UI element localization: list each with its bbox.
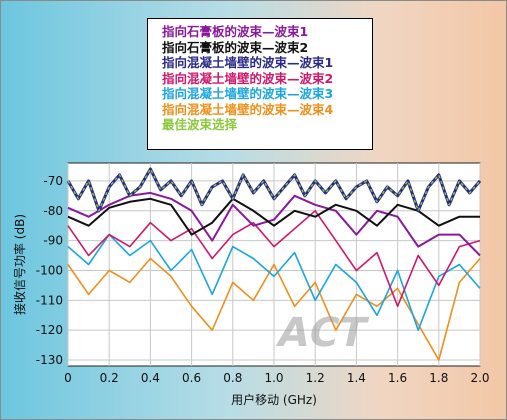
series-line-4	[67, 210, 481, 308]
x-tick-label: 1.0	[264, 371, 283, 385]
x-tick-label: 1.6	[388, 371, 407, 385]
legend-entry: 指向混凝土墙壁的波束—波束4	[162, 101, 334, 117]
x-tick-label: 1.4	[347, 371, 366, 385]
legend-entry: 指向混凝土墙壁的波束—波束1	[162, 55, 334, 70]
legend-entry: 最佳波束选择	[162, 117, 238, 132]
y-tick-label: -70	[43, 174, 63, 188]
y-tick-label: -90	[43, 234, 63, 248]
x-tick-label: 0.6	[182, 371, 201, 385]
legend-entry: 指向混凝土墙壁的波束—波束2	[162, 70, 334, 86]
series-line-2	[67, 197, 480, 236]
legend-entry: 指向石膏板的波束—波束2	[162, 39, 309, 55]
y-tick-label: -120	[36, 323, 63, 337]
series-line-7	[67, 168, 481, 212]
x-tick-label: 0	[64, 371, 72, 385]
x-tick-label: 1.8	[429, 371, 448, 385]
x-tick-label: 1.2	[306, 371, 325, 385]
legend-entry: 指向混凝土墙壁的波束—波束3	[162, 86, 334, 101]
legend: 指向石膏板的波束—波束1 指向石膏板的波束—波束2 指向混凝土墙壁的波束—波束1 指向…	[147, 18, 373, 150]
x-axis-label: 用户移动 (GHz)	[231, 392, 317, 407]
y-tick-label: -100	[36, 263, 63, 277]
legend-entry: 指向石膏板的波束—波束1	[162, 24, 309, 39]
x-tick-label: 0.2	[100, 371, 119, 385]
series-line-1	[67, 191, 481, 257]
series-line-5	[67, 233, 481, 332]
watermark-logo: ACT	[274, 308, 372, 355]
y-tick-label: -110	[36, 293, 63, 307]
x-tick-label: 2.0	[470, 371, 489, 385]
x-tick-label: 0.8	[223, 371, 242, 385]
y-tick-label: -80	[43, 204, 63, 218]
y-tick-label: -130	[36, 353, 63, 367]
y-axis-label: 接收信号功率 (dB)	[12, 214, 27, 315]
x-tick-label: 0.4	[141, 371, 160, 385]
